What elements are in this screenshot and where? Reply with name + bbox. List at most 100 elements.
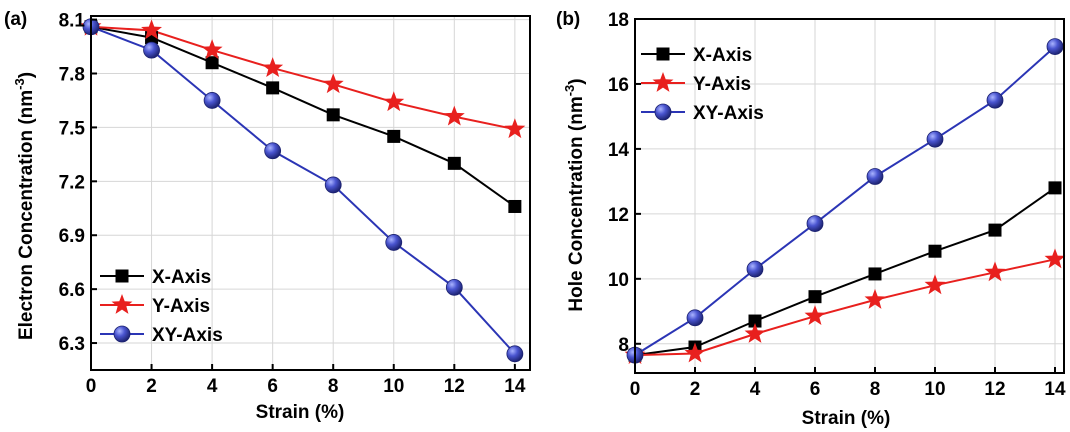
data-point-x-axis-a [326,108,340,122]
series-line-x-axis-a [90,25,516,208]
y-tick-label-a: 6.9 [59,226,85,247]
y-tick-label-a: 7.2 [59,172,85,193]
data-point-x-axis-b [868,267,882,281]
legend-label-xy-axis-b: XY-Axis [693,103,764,124]
data-point-y-axis-b [864,288,886,309]
data-point-xy-axis-a [324,176,342,194]
legend-marker-y-axis-b [652,72,674,92]
series-markers-a [80,15,526,363]
data-point-xy-axis-a [203,92,221,109]
data-point-xy-axis-b [926,130,944,148]
legend-label-y-axis-a: Y-Axis [152,296,210,317]
legend-marker-x-axis-a [115,269,129,283]
data-point-x-axis-a [266,81,280,95]
legend-a: X-Axis Y-Axis XY-Axis [100,267,223,346]
data-point-y-axis-b [804,305,826,326]
plot-frame-b [634,18,1065,374]
data-point-x-axis-b [1048,181,1062,195]
y-tick-label-b: 18 [608,10,629,31]
x-tick-label-a: 14 [504,376,526,397]
x-tick-label-b: 4 [750,379,761,400]
y-tick-label-a: 8.1 [59,11,86,32]
data-point-xy-axis-b [746,260,764,278]
data-point-x-axis-a [205,56,219,70]
data-point-x-axis-a [447,156,461,170]
legend-label-y-axis-b: Y-Axis [693,74,751,95]
data-point-x-axis-a [508,199,522,213]
data-point-y-axis-b [744,323,766,343]
y-tick-label-a: 7.5 [59,118,86,139]
y-axis-label-a: Electron Concentration (nm-3) [12,72,37,340]
x-tick-label-b: 8 [870,379,881,400]
y-tick-label-b: 12 [608,205,629,226]
data-point-y-axis-a [504,118,526,139]
panel-label-b: (b) [556,9,580,30]
data-point-xy-axis-a [445,278,463,296]
y-tick-label-b: 10 [608,270,629,291]
series-lines-a [90,25,516,355]
legend-marker-y-axis-a [111,294,133,314]
data-point-y-axis-a [322,73,344,94]
x-tick-label-b: 0 [630,379,641,400]
plot-frame-a [90,15,531,371]
ticks-b: 0 2 4 6 8 10 12 14 8 10 12 14 16 18 [608,10,1066,400]
x-tick-label-b: 6 [810,379,821,400]
x-tick-label-a: 4 [207,376,218,397]
series-markers-b [624,38,1066,365]
x-axis-label-b: Strain (%) [802,408,891,429]
y-tick-label-a: 7.8 [59,65,85,86]
x-tick-label-a: 6 [267,376,278,397]
data-point-y-axis-b [984,261,1006,282]
data-point-y-axis-b [924,274,946,295]
data-point-xy-axis-b [986,91,1004,109]
x-tick-label-a: 2 [146,376,157,397]
data-point-xy-axis-b [686,309,704,327]
ticks-a: 0 2 4 6 8 10 12 14 6.3 6.6 6.9 7.2 7.5 7.8 8.1 [59,11,526,397]
data-point-y-axis-b [1044,248,1066,269]
legend-label-x-axis-a: X-Axis [152,267,211,288]
legend-marker-xy-axis-b [654,103,672,121]
data-point-xy-axis-b [806,215,824,233]
x-tick-label-a: 8 [328,376,339,397]
data-point-x-axis-b [748,314,762,328]
chart-panel-b: (b) Hole Concentration (nm-3) Strain (%)… [556,9,1066,429]
data-point-xy-axis-b [866,168,884,185]
series-line-xy-axis-b [634,45,1056,356]
series-line-x-axis-b [634,187,1056,357]
legend-label-xy-axis-a: XY-Axis [152,325,223,346]
x-tick-label-a: 0 [86,376,97,397]
series-line-y-axis-a [90,25,516,131]
data-point-y-axis-a [262,57,284,78]
x-tick-label-a: 12 [444,376,465,397]
panel-label-a: (a) [4,9,27,30]
data-point-x-axis-b [928,244,942,258]
x-tick-label-b: 2 [690,379,701,400]
legend-marker-x-axis-b [656,47,670,61]
data-point-xy-axis-a [385,234,403,251]
chart-panel-a: (a) Electron Concentration (nm-3) Strain… [4,9,531,423]
x-tick-label-b: 10 [924,379,945,400]
data-point-y-axis-a [443,105,465,126]
legend-marker-xy-axis-a [113,325,131,343]
legend-label-x-axis-b: X-Axis [693,45,752,66]
y-tick-label-a: 6.6 [59,280,85,301]
data-point-x-axis-b [988,223,1002,237]
data-point-xy-axis-b [1046,38,1064,56]
data-point-y-axis-a [141,19,163,40]
legend-b: X-Axis Y-Axis XY-Axis [641,45,764,124]
data-point-y-axis-b [684,342,706,363]
data-point-xy-axis-a [506,345,524,363]
y-axis-label-b: Hole Concentration (nm-3) [562,78,587,311]
y-tick-label-b: 8 [618,335,629,356]
x-axis-label-a: Strain (%) [256,402,345,423]
data-point-xy-axis-a [264,142,282,160]
data-point-y-axis-a [383,91,405,112]
data-point-x-axis-a [387,129,401,143]
x-tick-label-a: 10 [383,376,404,397]
y-tick-label-a: 6.3 [59,334,85,355]
x-tick-label-b: 14 [1044,379,1066,400]
data-point-x-axis-b [808,290,822,304]
series-line-xy-axis-a [90,25,516,355]
x-tick-label-b: 12 [984,379,1005,400]
